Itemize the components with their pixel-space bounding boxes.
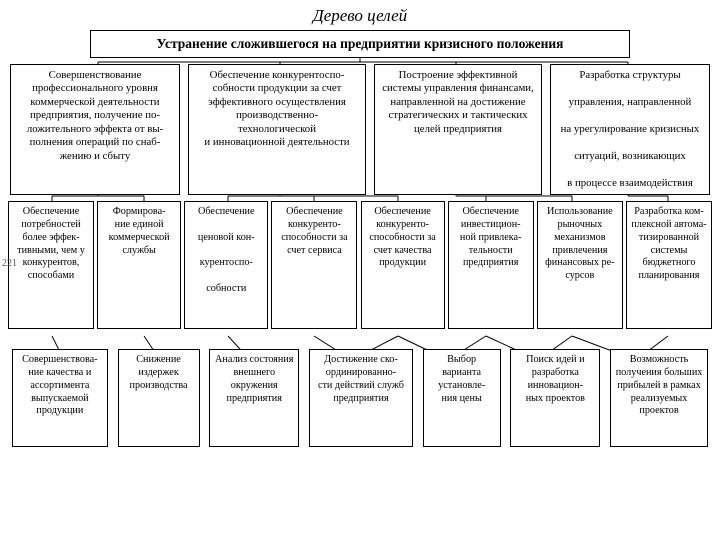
row3-node: Выбор варианта установле- ния цены	[423, 349, 501, 447]
row2-node: Использование рыночных механизмов привле…	[537, 201, 623, 329]
row3-node: Поиск идей и разработка инновацион- ных …	[510, 349, 600, 447]
row2-node: Обеспечение потребностей более эффек- ти…	[8, 201, 94, 329]
row1-node: Разработка структуры управления, направл…	[550, 64, 710, 195]
row2-node: Разработка ком- плексной автома- тизиров…	[626, 201, 712, 329]
row1-node: Совершенствование профессионального уров…	[10, 64, 180, 195]
root-node: Устранение сложившегося на предприятии к…	[90, 30, 630, 58]
row2-node: Обеспечение конкуренто- способности за с…	[271, 201, 357, 329]
row1-node: Обеспечение конкурентоспо- собности прод…	[188, 64, 366, 195]
level1-row: Совершенствование профессионального уров…	[0, 64, 720, 195]
diagram-title: Дерево целей	[0, 0, 720, 30]
level3-row: Совершенствова- ние качества и ассортиме…	[0, 349, 720, 447]
row3-node: Достижение ско- ординированно- сти дейст…	[309, 349, 413, 447]
row2-node: Обеспечение инвестицион- ной привлека- т…	[448, 201, 534, 329]
row1-node: Построение эффективной системы управлени…	[374, 64, 542, 195]
row2-node: Формирова- ние единой коммерческой служб…	[97, 201, 181, 329]
level2-row: Обеспечение потребностей более эффек- ти…	[0, 201, 720, 329]
row2-node: Обеспечение ценовой кон- курентоспо- соб…	[184, 201, 268, 329]
row3-node: Возможность получения больших прибылей в…	[610, 349, 708, 447]
row3-node: Снижение издержек производства	[118, 349, 200, 447]
page-side-label: 221	[2, 258, 17, 269]
row3-node: Совершенствова- ние качества и ассортиме…	[12, 349, 108, 447]
row2-node: Обеспечение конкуренто- способности за с…	[361, 201, 445, 329]
row3-node: Анализ состояния внешнего окружения пред…	[209, 349, 299, 447]
